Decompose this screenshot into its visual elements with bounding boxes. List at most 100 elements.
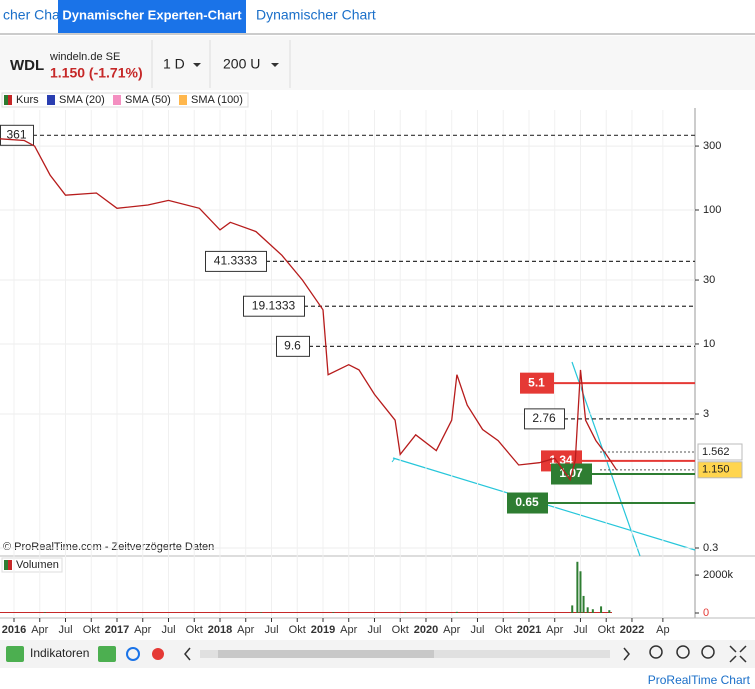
- level-box: [520, 372, 554, 394]
- toolbar: [0, 36, 755, 90]
- legend-swatch: [47, 95, 55, 105]
- x-tick-label: Jul: [264, 624, 278, 636]
- x-tick-label: Okt: [83, 624, 100, 636]
- x-tick-label: Jul: [367, 624, 381, 636]
- tab-active[interactable]: Dynamischer Experten-Chart: [62, 7, 242, 22]
- company: windeln.de SE: [49, 51, 120, 63]
- x-tick-label: Apr: [340, 624, 357, 636]
- level-box: [205, 250, 267, 272]
- y-tick-label: 3: [703, 408, 709, 420]
- icon[interactable]: [126, 647, 140, 661]
- price-label: 1.562: [702, 446, 730, 458]
- legend-swatch: [113, 95, 121, 105]
- volume-bar: [600, 606, 603, 613]
- x-tick-label: Apr: [134, 624, 151, 636]
- level-box: [276, 335, 310, 357]
- interval[interactable]: 1 D: [163, 56, 185, 72]
- icon[interactable]: [98, 646, 116, 662]
- level-label: 2.76: [532, 411, 556, 425]
- legend: Kurs SMA (20) SMA (50) SMA (100): [1, 92, 249, 108]
- scroll-left[interactable]: [184, 647, 191, 661]
- y-tick-label: 0.3: [703, 542, 718, 554]
- x-tick-label: Jul: [573, 624, 587, 636]
- x-tick-label: Jul: [161, 624, 175, 636]
- level-label: 19.1333: [252, 298, 296, 312]
- level-label: 9.6: [284, 339, 301, 353]
- y-tick-label: 10: [703, 338, 715, 350]
- x-tick-label: 2022: [620, 624, 644, 636]
- legend-swatch: [8, 560, 12, 570]
- level-box: [243, 295, 305, 317]
- volume-tick-label: 2000k: [703, 569, 733, 581]
- x-tick-label: 2019: [311, 624, 335, 636]
- indicators-button[interactable]: Indikatoren: [30, 646, 89, 660]
- legend-swatch: [179, 95, 187, 105]
- level-label: 5.1: [528, 375, 545, 389]
- caret: [193, 63, 201, 67]
- volume-bar: [455, 611, 458, 613]
- zoom-out[interactable]: [676, 645, 690, 659]
- level-label: 0.65: [515, 495, 539, 509]
- legend-label: SMA (50): [125, 94, 171, 106]
- x-tick-label: Apr: [31, 624, 48, 636]
- x-tick-label: Apr: [237, 624, 254, 636]
- brand-link[interactable]: ProRealTime Chart: [648, 673, 751, 687]
- legend-label: Kurs: [16, 94, 39, 106]
- price-label: 1.150: [702, 464, 730, 476]
- y-tick-label: 300: [703, 140, 721, 152]
- x-tick-label: Okt: [495, 624, 512, 636]
- x-tick-label: Apr: [443, 624, 460, 636]
- level-label: 1.07: [559, 466, 583, 480]
- x-tick-label: Okt: [289, 624, 306, 636]
- legend-swatch: [8, 95, 12, 105]
- tab[interactable]: cher Chart: [3, 7, 68, 23]
- quote: 1.150 (-1.71%): [50, 65, 143, 81]
- zoom-in[interactable]: [701, 645, 715, 659]
- tab[interactable]: Dynamischer Chart: [256, 7, 376, 23]
- icon[interactable]: [152, 648, 164, 660]
- volume-title: Volumen: [16, 559, 59, 571]
- legend-swatch: [4, 560, 8, 570]
- legend-label: SMA (100): [191, 94, 243, 106]
- x-tick-label: 2018: [208, 624, 232, 636]
- x-tick-label: Okt: [598, 624, 615, 636]
- x-tick-label: 2017: [105, 624, 129, 636]
- scroll-thumb[interactable]: [218, 650, 434, 658]
- legend-box: [1, 557, 63, 573]
- volume-bar: [586, 607, 589, 613]
- x-tick-label: Apr: [546, 624, 563, 636]
- legend-swatch: [4, 95, 8, 105]
- zoom-icon[interactable]: [649, 645, 663, 659]
- x-tick-label: Okt: [186, 624, 203, 636]
- scroll-right[interactable]: [623, 647, 630, 661]
- volume-tick-label: 0: [703, 607, 709, 619]
- volume-bar: [576, 561, 579, 613]
- level-label: 361: [6, 127, 26, 141]
- volume-bar: [591, 609, 594, 613]
- volume-bar: [579, 571, 582, 613]
- y-tick-label: 100: [703, 204, 721, 216]
- legend-label: SMA (20): [59, 94, 105, 106]
- caret: [271, 63, 279, 67]
- icon[interactable]: [6, 646, 24, 662]
- copyright: © ProRealTime.com - Zeitverzögerte Daten: [3, 541, 214, 553]
- x-tick-label: Okt: [392, 624, 409, 636]
- fullscreen[interactable]: [729, 645, 747, 663]
- units[interactable]: 200 U: [223, 56, 260, 72]
- level-box: [507, 492, 548, 514]
- volume-bar: [582, 595, 585, 613]
- x-tick-label: 2016: [2, 624, 26, 636]
- ticker: WDL: [10, 57, 44, 74]
- volume-bar: [332, 612, 335, 613]
- x-tick-label: Jul: [58, 624, 72, 636]
- volume-bar: [404, 612, 407, 613]
- x-tick-label: 2021: [517, 624, 541, 636]
- volume-bar: [571, 605, 574, 613]
- volume-bar: [43, 612, 46, 613]
- volume-bar: [517, 612, 520, 613]
- tab-active-bg: [58, 0, 246, 33]
- volume-bar: [260, 612, 263, 613]
- y-tick-label: 30: [703, 274, 715, 286]
- price-box: [697, 443, 743, 461]
